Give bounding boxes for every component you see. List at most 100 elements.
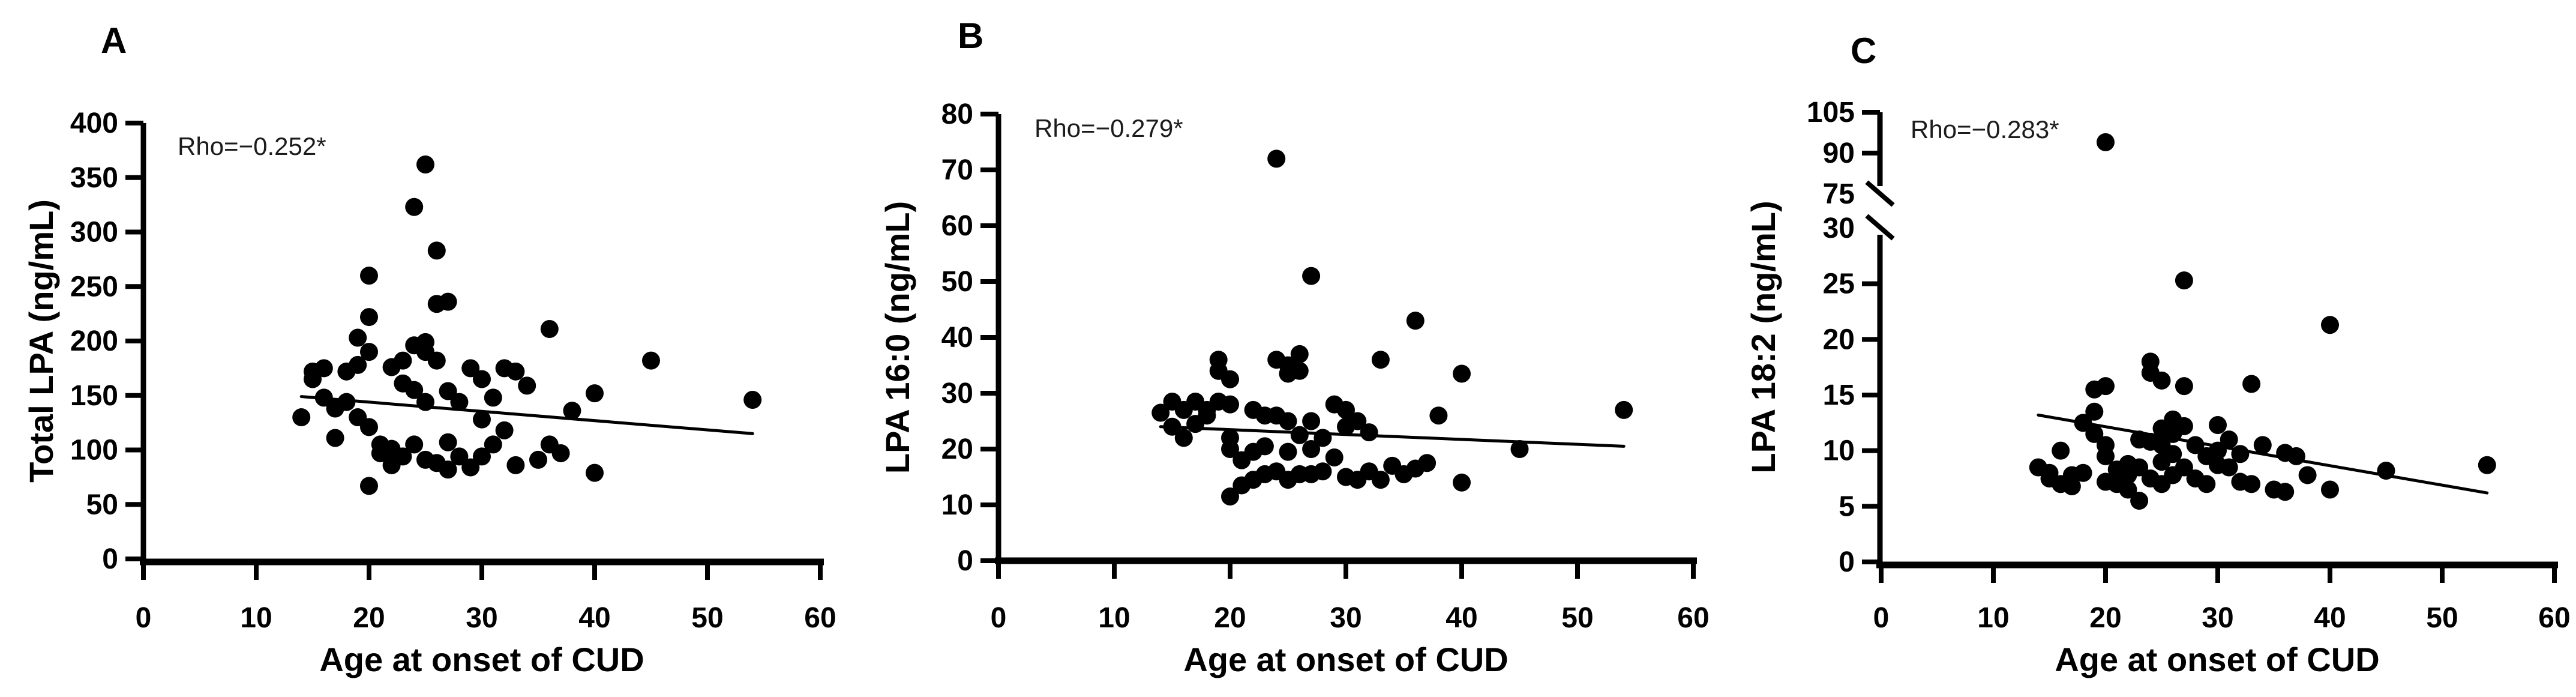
data-point <box>2097 377 2115 396</box>
y-tick-label: 60 <box>941 210 973 242</box>
data-point <box>292 408 311 427</box>
data-point <box>2321 480 2339 499</box>
data-points <box>1151 149 1633 506</box>
rho-annotation: Rho=−0.252* <box>178 132 326 160</box>
x-tick-label: 50 <box>2426 602 2458 634</box>
data-point <box>1255 437 1274 456</box>
data-point <box>2276 483 2295 501</box>
data-point <box>1151 403 1170 422</box>
y-axis-break-mark <box>1865 214 1895 241</box>
data-point <box>1267 149 1286 168</box>
data-point <box>551 444 570 462</box>
x-tick-label: 30 <box>2202 602 2233 634</box>
data-point <box>405 198 424 216</box>
data-point <box>314 388 333 407</box>
y-tick-label: 70 <box>941 154 973 186</box>
data-point <box>360 343 378 361</box>
data-point <box>540 320 559 339</box>
data-point <box>2085 424 2104 443</box>
data-point <box>2242 375 2261 393</box>
data-point <box>642 351 660 370</box>
data-point <box>2209 416 2227 435</box>
data-point <box>1302 412 1321 430</box>
data-point <box>416 155 434 173</box>
data-point <box>1453 364 1471 383</box>
data-point <box>1348 412 1367 430</box>
y-axis-title: LPA 18:2 (ng/mL) <box>1744 201 1782 473</box>
data-point <box>1453 473 1471 492</box>
data-point <box>427 241 446 260</box>
y-tick-label: 150 <box>70 380 118 412</box>
data-point <box>360 418 378 436</box>
data-point <box>2186 436 2205 454</box>
data-point <box>1279 442 1297 461</box>
data-point <box>1429 406 1448 425</box>
y-tick-label: 105 <box>1807 97 1855 128</box>
x-tick-label: 50 <box>1561 602 1593 634</box>
data-point <box>2478 456 2496 474</box>
y-tick-label: 300 <box>70 217 118 249</box>
data-point <box>1360 423 1378 442</box>
data-point <box>314 359 333 378</box>
axes: 0 10 20 30 40 50 60 70 80 0 10 20 30 40 50 60 <box>941 98 1710 634</box>
data-point <box>1302 440 1321 458</box>
y-tick-label: 350 <box>70 162 118 194</box>
y-tick-label: 30 <box>941 378 973 409</box>
y-tick-label: 0 <box>102 543 118 575</box>
data-points <box>2029 133 2496 510</box>
x-tick-label: 40 <box>578 602 610 634</box>
data-point <box>2209 441 2227 460</box>
data-point <box>405 381 424 399</box>
x-axis-title: Age at onset of CUD <box>1183 641 1508 678</box>
y-tick-label: 25 <box>1823 268 1855 300</box>
x-tick-label: 50 <box>691 602 723 634</box>
data-point <box>1279 412 1297 430</box>
x-tick-label: 60 <box>2538 602 2570 634</box>
trend-line <box>1159 425 1626 448</box>
data-point <box>2085 402 2104 421</box>
data-point <box>360 477 378 495</box>
data-point <box>2119 480 2137 499</box>
data-point <box>394 351 412 370</box>
y-tick-label: 40 <box>941 322 973 354</box>
y-tick-label: 0 <box>1839 546 1855 578</box>
scatter-plot-a: 0 50 100 150 200 250 300 350 400 0 10 20 30 40 50 60 Tot… <box>22 20 836 678</box>
rho-annotation: Rho=−0.283* <box>1911 115 2059 143</box>
data-point <box>484 435 502 454</box>
data-point <box>405 435 424 454</box>
x-tick-label: 20 <box>1214 602 1246 634</box>
y-tick-label: 20 <box>1823 324 1855 355</box>
x-tick-label: 10 <box>1977 602 2009 634</box>
data-point <box>506 362 525 381</box>
data-point <box>2175 377 2193 396</box>
data-point <box>2175 417 2193 435</box>
panel-a: 0 50 100 150 200 250 300 350 400 0 10 20 30 40 50 60 Tot… <box>0 0 859 697</box>
x-tick-label: 10 <box>240 602 272 634</box>
x-tick-label: 0 <box>136 602 152 634</box>
data-point <box>2321 316 2339 334</box>
y-tick-label: 200 <box>70 325 118 357</box>
data-point <box>427 351 446 370</box>
data-point <box>1337 400 1355 419</box>
data-point <box>461 458 480 477</box>
data-point <box>1290 345 1309 363</box>
data-point <box>439 292 457 311</box>
scatter-plot-b: 0 10 20 30 40 50 60 70 80 0 10 20 30 40 50 60 LPA 16:0 (… <box>878 16 1710 678</box>
data-point <box>2220 430 2238 449</box>
data-point <box>2074 414 2092 432</box>
data-point <box>1314 462 1332 481</box>
rho-annotation: Rho=−0.279* <box>1034 114 1183 142</box>
x-tick-label: 0 <box>991 602 1007 634</box>
data-point <box>2175 271 2193 290</box>
data-point <box>2231 445 2250 463</box>
data-point <box>2062 477 2081 495</box>
y-axis-break-mark <box>1865 180 1895 207</box>
y-tick-label: 5 <box>1839 490 1855 522</box>
y-tick-label: 15 <box>1823 379 1855 411</box>
data-point <box>1163 417 1181 436</box>
data-point <box>506 456 525 474</box>
data-point <box>1406 312 1425 330</box>
data-point <box>518 376 536 395</box>
